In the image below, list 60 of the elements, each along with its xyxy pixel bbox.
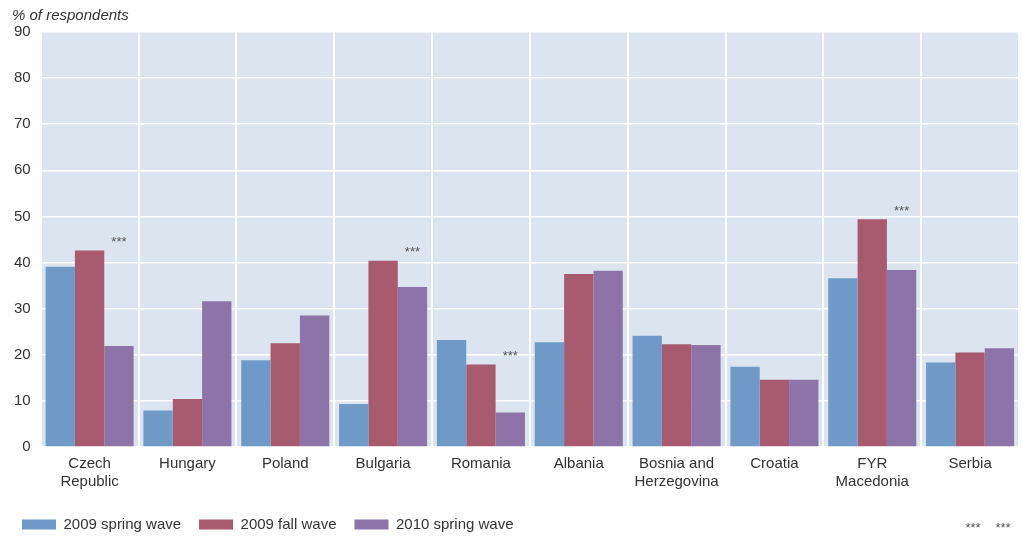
x-tick-label: Bosnia and Herzegovina	[634, 454, 720, 490]
y-tick-label: 30	[14, 298, 31, 316]
annotation: ***	[111, 234, 127, 250]
annotation: ***	[404, 244, 421, 260]
bar	[564, 274, 594, 447]
bar	[241, 360, 271, 447]
bar	[593, 270, 623, 447]
y-tick-label: 90	[14, 22, 31, 40]
bar	[104, 346, 134, 447]
bar	[270, 343, 300, 447]
bar	[632, 335, 662, 447]
bar	[143, 410, 173, 447]
bar	[466, 364, 496, 447]
bar	[857, 219, 887, 447]
x-tick-label: Czech Republic	[60, 454, 120, 490]
bar	[436, 340, 467, 447]
bar	[397, 286, 428, 447]
legend-label: 2009 fall wave	[240, 514, 337, 532]
x-tick-label: Hungary	[159, 454, 217, 472]
annotation: ***	[894, 202, 910, 218]
bar	[534, 342, 565, 447]
y-tick-label: 40	[14, 252, 31, 270]
bar	[661, 344, 692, 447]
x-tick-label: FYR Macedonia	[835, 454, 910, 490]
text: ***	[995, 519, 1011, 535]
bar	[299, 315, 330, 447]
text: ***	[965, 519, 981, 535]
bar	[759, 379, 790, 447]
y-tick-label: 50	[14, 206, 31, 224]
x-tick-label: Albania	[553, 454, 605, 472]
bar	[955, 352, 985, 447]
bar	[926, 362, 956, 447]
bar	[730, 366, 760, 447]
bar	[45, 266, 75, 447]
y-tick-label: 0	[22, 437, 31, 455]
bar	[828, 278, 858, 447]
x-tick-label: Bulgaria	[355, 454, 412, 472]
bar	[74, 250, 105, 447]
legend-label: 2010 spring wave	[395, 514, 514, 532]
y-tick-label: 60	[14, 160, 31, 178]
y-tick-label: 70	[14, 114, 31, 132]
bar	[339, 404, 369, 447]
y-tick-label: 10	[14, 391, 31, 409]
bar	[886, 269, 917, 447]
bar	[202, 301, 232, 447]
x-tick-label: Serbia	[948, 454, 993, 472]
bar	[172, 399, 203, 447]
annotation: ***	[502, 348, 518, 364]
bar	[984, 348, 1015, 447]
bar	[368, 260, 398, 447]
y-axis-title: % of respondents	[12, 6, 130, 24]
y-tick-label: 20	[14, 344, 31, 362]
bar	[789, 379, 819, 447]
bar	[495, 412, 525, 447]
y-tick-label: 80	[14, 68, 31, 86]
bar	[691, 345, 721, 447]
x-tick-label: Poland	[261, 454, 309, 472]
legend-label: 2009 spring wave	[63, 514, 182, 532]
x-tick-label: Croatia	[750, 454, 800, 472]
x-tick-label: Romania	[450, 454, 512, 472]
